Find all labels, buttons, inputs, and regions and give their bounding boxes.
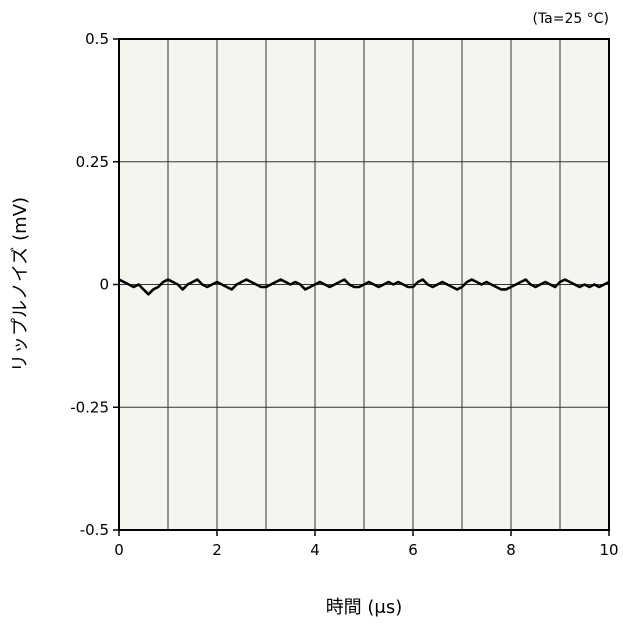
axis-ticks: 0 2 4 6 8 10 0.5 0.25 0 -0.25 -0.5 <box>70 30 618 559</box>
y-tick-label: 0.5 <box>85 30 109 48</box>
x-tick-label: 4 <box>310 541 320 559</box>
series-line-ripple-noise <box>118 278 610 296</box>
x-axis-title: 時間 (μs) <box>326 597 403 618</box>
y-axis-title: リップルノイズ (mV) <box>10 197 31 372</box>
x-tick-label: 8 <box>506 541 516 559</box>
x-tick-label: 10 <box>599 541 618 559</box>
y-tick-label: 0 <box>99 276 109 294</box>
x-tick-label: 6 <box>408 541 418 559</box>
x-tick-label: 2 <box>212 541 222 559</box>
y-tick-label: -0.5 <box>80 521 109 539</box>
condition-note: (Ta=25 °C) <box>532 11 609 27</box>
x-tick-label: 0 <box>114 541 124 559</box>
y-tick-label: -0.25 <box>70 398 109 416</box>
y-tick-label: 0.25 <box>76 153 109 171</box>
